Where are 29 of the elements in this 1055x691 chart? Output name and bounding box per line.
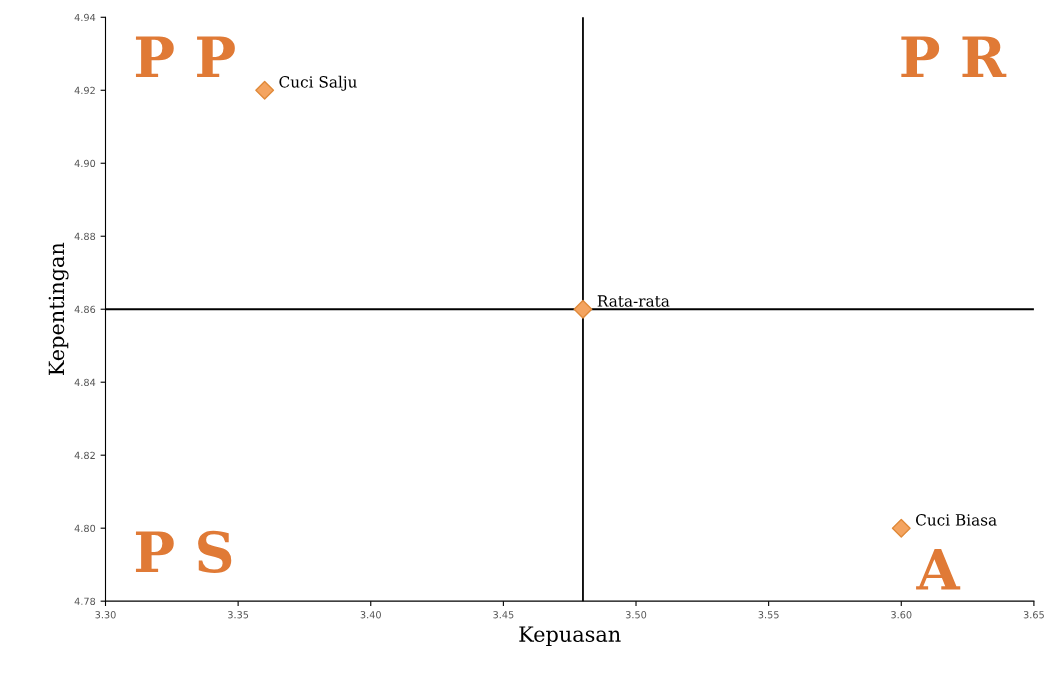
- x-tick-label: 3.55: [758, 611, 779, 619]
- annotation: Rata-rata: [597, 295, 670, 307]
- x-tick-label: 3.35: [228, 611, 249, 619]
- point: [891, 518, 911, 538]
- x-tick-label: 3.65: [1023, 611, 1044, 619]
- annotation: P R: [901, 36, 1007, 78]
- annotation: P S: [135, 530, 232, 573]
- annotation: Cuci Salju: [279, 75, 357, 91]
- y-tick-label: 4.88: [74, 232, 96, 241]
- x-tick-label: 3.60: [891, 611, 912, 619]
- y-axis-title: Kepentingan: [48, 242, 69, 376]
- annotation: A: [916, 549, 961, 590]
- point: [573, 299, 593, 319]
- y-tick-label: 4.92: [74, 86, 95, 95]
- x-tick-label: 3.40: [360, 611, 381, 619]
- x-axis-title: Kepuasan: [519, 626, 621, 647]
- x-tick-label: 3.50: [625, 611, 647, 619]
- y-tick-label: 4.82: [74, 451, 95, 460]
- y-tick-label: 4.94: [74, 13, 96, 22]
- annotation: P P: [135, 36, 235, 78]
- y-tick-label: 4.90: [74, 159, 96, 168]
- point: [255, 80, 275, 100]
- x-tick-label: 3.30: [95, 611, 116, 619]
- y-tick-label: 4.78: [74, 597, 96, 605]
- y-tick-label: 4.84: [74, 378, 96, 387]
- annotation: Cuci Biasa: [916, 514, 997, 526]
- y-tick-label: 4.80: [74, 524, 96, 533]
- y-tick-label: 4.86: [74, 305, 96, 314]
- x-tick-label: 3.45: [493, 611, 514, 619]
